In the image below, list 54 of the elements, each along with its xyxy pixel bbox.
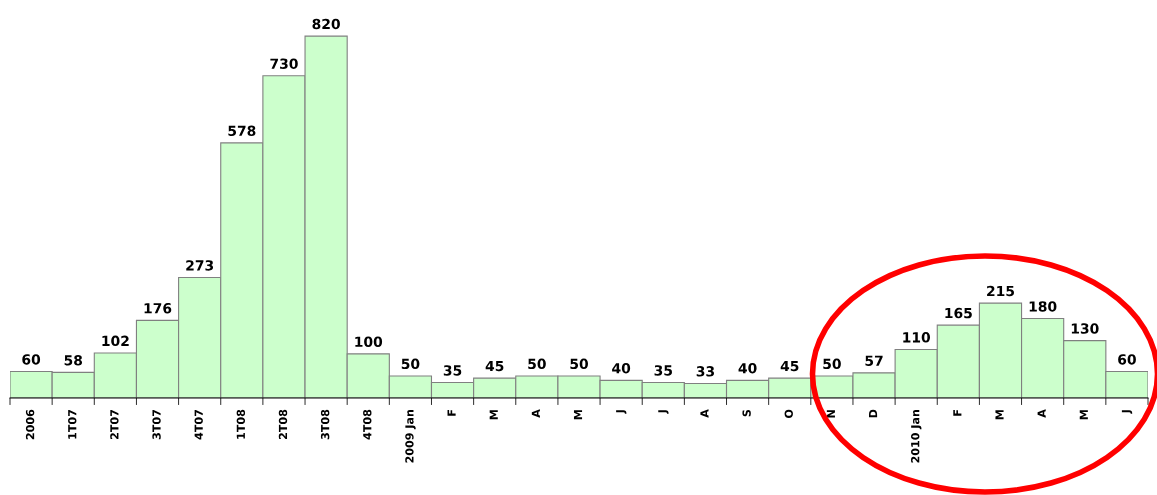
x-tick-label: 2T07 [110, 410, 119, 440]
x-tick-label: M [995, 410, 1004, 420]
data-label: 35 [443, 365, 462, 376]
x-tick-label: F [953, 410, 962, 416]
x-tick-label: A [531, 409, 540, 418]
x-tick-label: 3T07 [152, 410, 161, 440]
x-tick-label: 4T08 [363, 409, 372, 440]
x-tick-label: S [742, 409, 751, 417]
data-label: 33 [696, 366, 714, 377]
x-tick-label: J [1121, 410, 1133, 414]
data-label: 60 [22, 354, 41, 365]
data-label: 730 [270, 58, 298, 69]
data-label: 102 [102, 335, 129, 347]
data-label: 40 [612, 362, 631, 374]
x-tick-label: M [573, 410, 583, 420]
x-tick-label: F [447, 410, 456, 416]
x-tick-label: 3T08 [320, 409, 330, 440]
data-label: 110 [903, 332, 931, 343]
x-tick-label: 1T07 [68, 410, 77, 439]
data-label: 60 [1118, 354, 1136, 365]
x-tick-label: 2010 Jan [911, 409, 922, 463]
data-label: 50 [401, 358, 420, 370]
x-tick-label: J [616, 410, 627, 414]
x-tick-label: 1T08 [236, 409, 246, 439]
x-tick-label: 2T08 [278, 409, 288, 440]
data-label: 40 [738, 362, 757, 374]
data-label: 176 [144, 302, 172, 314]
data-label: 57 [865, 355, 883, 366]
data-label: 130 [1071, 323, 1099, 334]
data-label: 35 [654, 365, 672, 376]
data-label: 50 [823, 358, 841, 370]
data-label: 100 [355, 336, 383, 348]
x-tick-label: 2009 Jan [405, 409, 416, 463]
data-label: 50 [570, 358, 588, 370]
x-tick-label: 2006 [25, 409, 35, 440]
x-tick-label: M [489, 410, 498, 420]
data-label: 820 [312, 18, 340, 30]
data-label: 165 [945, 307, 972, 319]
x-tick-label: 4T07 [194, 410, 203, 440]
data-label: 215 [987, 285, 1015, 297]
data-label: 273 [186, 260, 214, 271]
x-tick-label: D [869, 409, 878, 418]
x-tick-label: A [1037, 409, 1046, 418]
x-tick-label: J [658, 410, 669, 414]
data-label: 45 [780, 360, 799, 372]
data-label: 578 [228, 125, 256, 137]
x-tick-label: O [784, 409, 793, 418]
data-label: 50 [528, 358, 546, 370]
data-label: 58 [64, 355, 83, 366]
data-label: 180 [1029, 301, 1057, 312]
x-tick-label: N [826, 410, 835, 418]
x-tick-label: A [700, 409, 709, 418]
data-label: 45 [485, 360, 504, 372]
x-tick-label: M [1079, 410, 1088, 420]
